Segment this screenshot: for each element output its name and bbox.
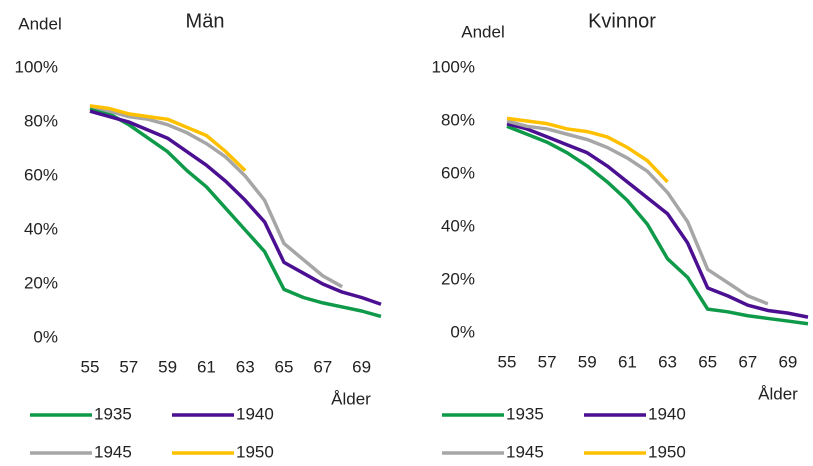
- x-tick-label: 61: [197, 357, 216, 376]
- x-tick-label: 67: [313, 357, 332, 376]
- chart-title: Kvinnor: [588, 10, 656, 32]
- x-tick-label: 57: [119, 357, 138, 376]
- x-tick-label: 57: [538, 352, 557, 371]
- x-tick-label: 65: [698, 352, 717, 371]
- series-line: [89, 104, 344, 289]
- y-tick-label: 20%: [24, 273, 58, 292]
- series-line: [89, 104, 247, 172]
- y-tick-label: 100%: [432, 57, 475, 76]
- series-line: [506, 124, 809, 326]
- legend-label: 1950: [648, 442, 686, 461]
- y-axis-label: Andel: [18, 14, 61, 33]
- x-tick-label: 61: [618, 352, 637, 371]
- y-axis-label: Andel: [461, 22, 504, 41]
- x-axis-label: Ålder: [758, 384, 798, 403]
- x-tick-label: 55: [81, 357, 100, 376]
- x-tick-label: 69: [778, 352, 797, 371]
- series-line: [89, 106, 382, 319]
- series-line: [506, 116, 669, 184]
- x-tick-label: 69: [352, 357, 371, 376]
- y-tick-label: 80%: [24, 111, 58, 130]
- x-axis-label: Ålder: [331, 389, 371, 408]
- y-tick-label: 40%: [441, 216, 475, 235]
- x-tick-label: 65: [275, 357, 294, 376]
- legend-label: 1940: [236, 404, 274, 423]
- series-line: [506, 119, 769, 306]
- y-tick-label: 40%: [24, 219, 58, 238]
- y-tick-label: 0%: [450, 322, 475, 341]
- legend-label: 1935: [94, 404, 132, 423]
- legend-label: 1945: [94, 442, 132, 461]
- x-tick-label: 55: [498, 352, 517, 371]
- legend-label: 1935: [506, 404, 544, 423]
- x-tick-label: 63: [236, 357, 255, 376]
- chart-title: Män: [186, 10, 225, 32]
- legend-label: 1950: [236, 442, 274, 461]
- series-line: [506, 121, 809, 319]
- y-tick-label: 20%: [441, 269, 475, 288]
- legend-label: 1940: [648, 404, 686, 423]
- x-tick-label: 59: [158, 357, 177, 376]
- y-tick-label: 60%: [441, 163, 475, 182]
- x-tick-label: 63: [658, 352, 677, 371]
- legend-label: 1945: [506, 442, 544, 461]
- y-tick-label: 100%: [15, 57, 58, 76]
- y-tick-label: 0%: [33, 327, 58, 346]
- y-tick-label: 60%: [24, 165, 58, 184]
- y-tick-label: 80%: [441, 110, 475, 129]
- x-tick-label: 67: [738, 352, 757, 371]
- series-line: [89, 109, 382, 306]
- x-tick-label: 59: [578, 352, 597, 371]
